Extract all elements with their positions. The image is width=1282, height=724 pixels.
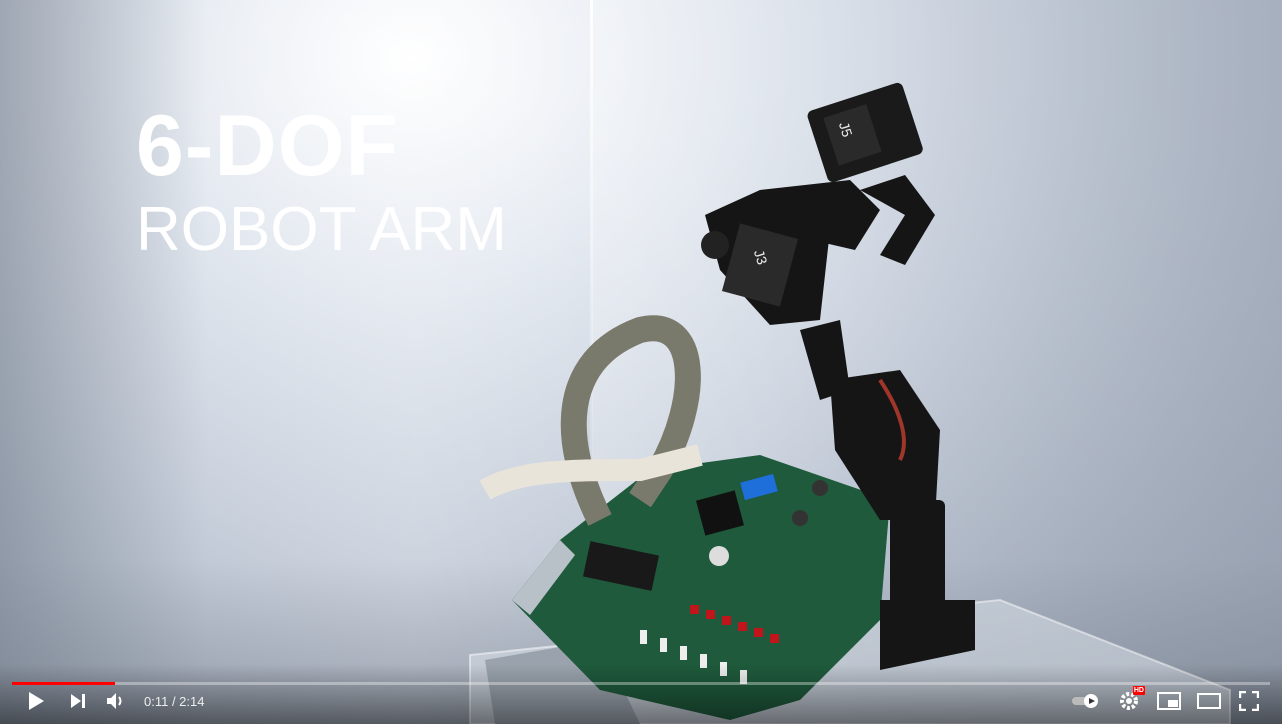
next-button[interactable]: [64, 688, 92, 714]
miniplayer-button[interactable]: [1155, 688, 1183, 714]
servo-label-upper: J5: [836, 120, 856, 139]
next-icon: [71, 694, 85, 708]
volume-icon: [107, 693, 122, 709]
progress-bar[interactable]: [12, 682, 1270, 685]
settings-icon: [1120, 692, 1138, 710]
title-line-1: 6-DOF: [136, 98, 399, 194]
progress-played: [12, 682, 116, 685]
controller-board: [512, 455, 890, 720]
theater-mode-button[interactable]: [1195, 688, 1223, 714]
ribbon-cable-light: [479, 444, 703, 500]
servo-label-lower: J3: [751, 248, 771, 267]
settings-button[interactable]: HD: [1116, 686, 1145, 714]
backdrop-left-wall: [0, 0, 592, 724]
title-line-2: ROBOT ARM: [136, 195, 507, 264]
autoplay-toggle-icon: [1072, 694, 1098, 708]
servo-wire: [878, 378, 906, 461]
volume-button[interactable]: [102, 688, 130, 714]
autoplay-toggle[interactable]: [1070, 688, 1102, 714]
fullscreen-icon: [1239, 691, 1259, 711]
ribbon-cable-dark: [560, 315, 701, 526]
hd-badge: HD: [1132, 686, 1145, 695]
robot-arm: [701, 82, 975, 670]
time-display: 0:11 / 2:14: [144, 694, 205, 709]
fullscreen-button[interactable]: [1235, 688, 1263, 714]
player-controls: 0:11 / 2:14 HD: [0, 664, 1282, 724]
play-icon: [29, 692, 44, 710]
video-title-overlay: 6-DOF ROBOT ARM: [136, 98, 507, 266]
play-button[interactable]: [22, 688, 50, 714]
backdrop-corner: [590, 0, 593, 560]
theater-mode-icon: [1197, 693, 1221, 709]
miniplayer-icon: [1157, 692, 1181, 710]
